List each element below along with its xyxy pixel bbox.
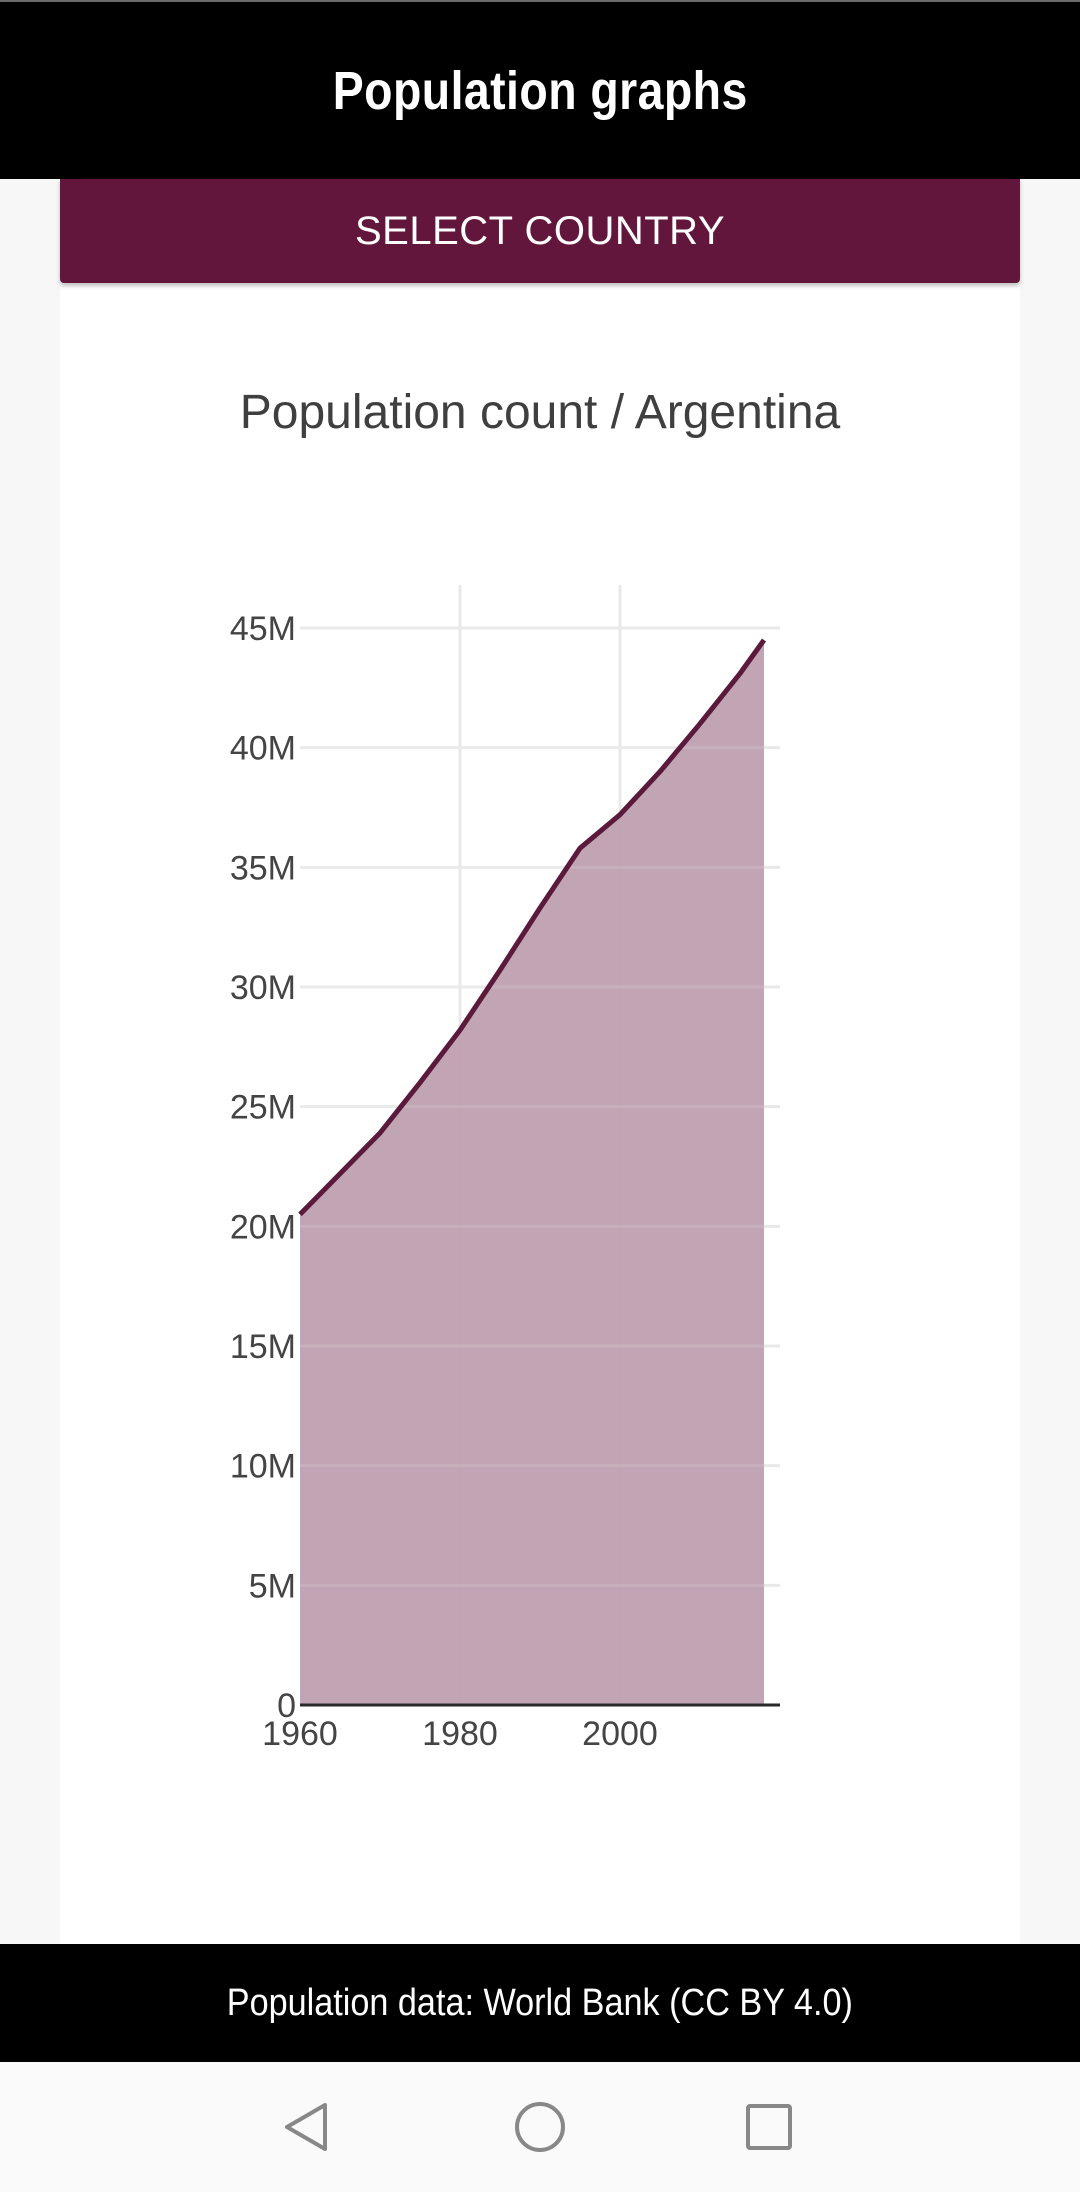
y-tick-label: 20M bbox=[230, 1208, 296, 1246]
data-credit: Population data: World Bank (CC BY 4.0) bbox=[226, 1981, 854, 2024]
system-nav-bar bbox=[0, 2062, 1080, 2192]
population-area bbox=[300, 640, 764, 1705]
select-country-button[interactable]: SELECT COUNTRY bbox=[60, 179, 1020, 283]
x-tick-label: 2000 bbox=[582, 1715, 658, 1753]
population-line bbox=[298, 638, 767, 1217]
x-tick-label: 1960 bbox=[262, 1715, 338, 1753]
footer-bar: Population data: World Bank (CC BY 4.0) bbox=[0, 1944, 1080, 2062]
recents-icon[interactable] bbox=[719, 2077, 819, 2177]
y-tick-label: 45M bbox=[230, 610, 296, 648]
app-title: Population graphs bbox=[332, 60, 748, 121]
chart-title: Population count / Argentina bbox=[239, 386, 841, 439]
x-tick-label: 1980 bbox=[422, 1715, 498, 1753]
y-tick-label: 0 bbox=[277, 1687, 296, 1725]
y-tick-label: 10M bbox=[230, 1448, 296, 1486]
back-icon[interactable] bbox=[257, 2077, 357, 2177]
y-tick-label: 40M bbox=[230, 730, 296, 768]
app-bar: Population graphs bbox=[0, 0, 1080, 179]
home-icon[interactable] bbox=[490, 2077, 590, 2177]
y-tick-label: 5M bbox=[249, 1567, 296, 1605]
y-tick-label: 25M bbox=[230, 1089, 296, 1127]
y-tick-label: 35M bbox=[230, 849, 296, 887]
y-tick-label: 15M bbox=[230, 1328, 296, 1366]
y-tick-label: 30M bbox=[230, 969, 296, 1007]
